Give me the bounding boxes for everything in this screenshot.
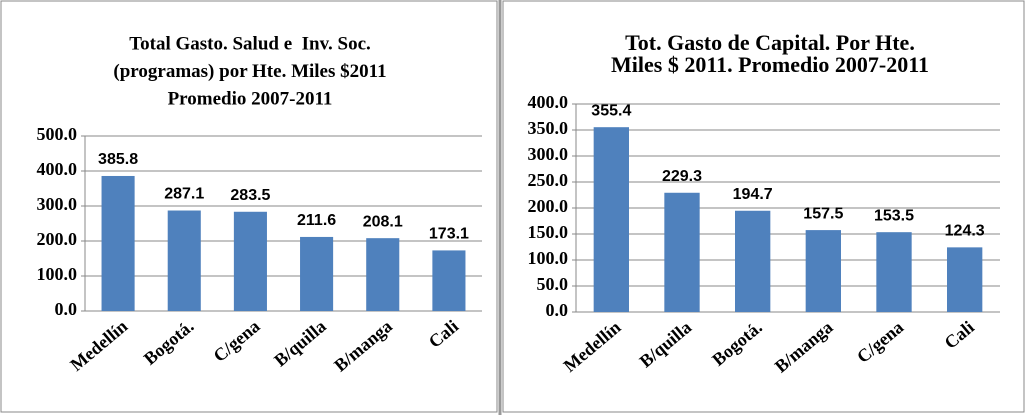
value-label: 355.4	[591, 102, 631, 119]
value-label: 194.7	[733, 186, 773, 203]
bar	[735, 210, 771, 312]
y-tick-label: 0.0	[546, 300, 569, 320]
y-tick-label: 200.0	[37, 229, 78, 249]
value-label: 124.3	[945, 223, 985, 240]
bar	[366, 238, 400, 311]
bar	[300, 236, 334, 311]
value-label: 208.1	[363, 213, 403, 230]
y-tick-label: 250.0	[528, 170, 569, 190]
value-label: 385.8	[98, 151, 138, 168]
y-tick-label: 300.0	[528, 144, 569, 164]
value-label: 211.6	[297, 212, 336, 229]
y-tick-label: 50.0	[537, 274, 569, 294]
y-tick-label: 350.0	[528, 118, 569, 138]
y-tick-label: 500.0	[37, 124, 78, 144]
y-tick-label: 300.0	[37, 194, 78, 214]
bar	[432, 250, 466, 311]
y-tick-label: 400.0	[528, 92, 569, 112]
panel-frame	[502, 0, 1025, 413]
value-label: 229.3	[662, 168, 702, 185]
y-tick-label: 200.0	[528, 196, 569, 216]
chart-title: Tot. Gasto de Capital. Por Hte.	[625, 30, 915, 55]
chart-title: Total Gasto. Salud e Inv. Soc.	[129, 33, 371, 54]
value-label: 287.1	[164, 186, 204, 203]
bar	[101, 175, 135, 311]
bar	[167, 210, 201, 311]
bar	[876, 232, 912, 312]
chart-title: Miles $ 2011. Promedio 2007-2011	[611, 52, 929, 77]
chart-title: (programas) por Hte. Miles $2011	[113, 61, 386, 82]
bar	[664, 192, 700, 312]
bar	[805, 230, 841, 312]
value-label: 283.5	[230, 187, 270, 204]
value-label: 173.1	[429, 226, 469, 243]
y-tick-label: 400.0	[37, 159, 78, 179]
bar	[947, 247, 983, 312]
y-tick-label: 100.0	[528, 248, 569, 268]
y-tick-label: 150.0	[528, 222, 569, 242]
bar	[593, 127, 629, 312]
y-tick-label: 100.0	[37, 264, 78, 284]
value-label: 157.5	[803, 205, 843, 222]
bar	[233, 211, 267, 311]
value-label: 153.5	[874, 207, 914, 224]
y-tick-label: 0.0	[55, 299, 78, 319]
chart-title: Promedio 2007-2011	[168, 88, 333, 109]
